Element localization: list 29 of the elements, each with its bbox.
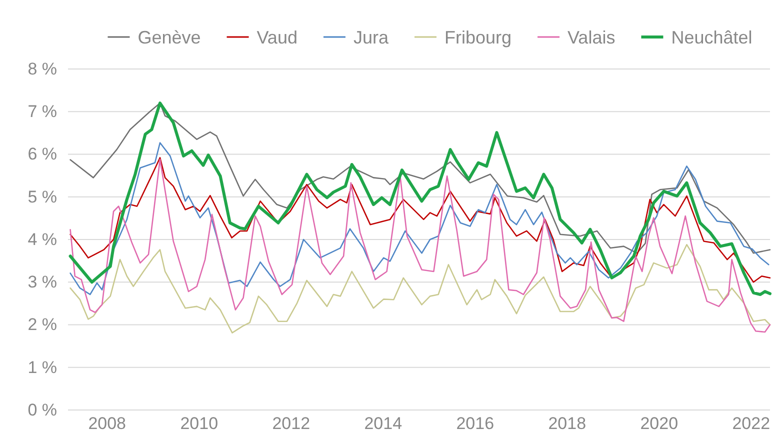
- line-series: [70, 102, 771, 254]
- x-tick-label: 2022: [732, 414, 770, 434]
- y-tick-label: 3 %: [28, 272, 57, 292]
- x-tick-label: 2016: [456, 414, 494, 434]
- x-tick-label: 2010: [180, 414, 218, 434]
- x-tick-label: 2020: [640, 414, 678, 434]
- x-tick-label: 2018: [548, 414, 586, 434]
- y-tick-label: 0 %: [28, 400, 57, 420]
- y-tick-label: 2 %: [28, 315, 57, 334]
- y-tick-label: 5 %: [28, 187, 57, 206]
- legend-label: Fribourg: [444, 27, 512, 48]
- legend-label: Vaud: [256, 27, 298, 48]
- line-series: [70, 158, 771, 333]
- line-series: [70, 157, 771, 283]
- line-series: [70, 244, 771, 334]
- legend-label: Genève: [138, 27, 201, 48]
- legend-label: Jura: [353, 27, 390, 48]
- legend-label: Valais: [568, 27, 616, 48]
- line-series: [70, 142, 770, 296]
- y-tick-label: 6 %: [28, 144, 57, 164]
- x-tick-label: 2014: [364, 414, 402, 434]
- x-tick-label: 2012: [272, 414, 310, 434]
- x-tick-label: 2008: [88, 414, 126, 434]
- y-tick-label: 4 %: [28, 230, 57, 249]
- y-tick-label: 1 %: [28, 358, 57, 377]
- y-tick-label: 8 %: [28, 59, 57, 78]
- y-tick-label: 7 %: [28, 102, 57, 122]
- legend-label: Neuchâtel: [671, 27, 752, 48]
- line-series: [68, 102, 772, 296]
